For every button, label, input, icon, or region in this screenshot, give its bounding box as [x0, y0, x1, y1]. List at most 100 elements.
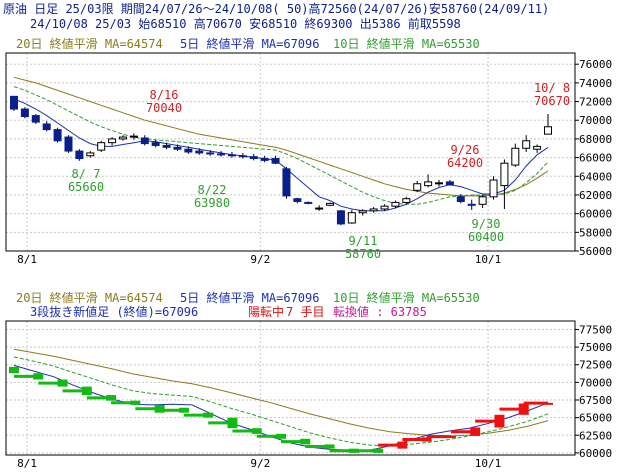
candle-body — [184, 148, 193, 153]
candle-body — [97, 142, 106, 151]
candle-body — [511, 147, 520, 166]
upper-ytick-label: 62000 — [579, 189, 612, 202]
candle-body — [249, 156, 258, 160]
upper-ytick-label: 74000 — [579, 77, 612, 90]
candle-body — [391, 201, 400, 207]
candle-body — [238, 155, 247, 158]
candle-body — [522, 140, 531, 149]
upper-plot-frame — [5, 52, 576, 252]
lower-xtick-label: 9/2 — [250, 457, 270, 470]
upper-xtick-label: 9/2 — [250, 253, 270, 266]
upper-ma10-line — [13, 86, 549, 205]
candle-body — [227, 154, 236, 157]
header-line-2: 24/10/08 25/03 始68510 高70670 安68510 終693… — [30, 17, 461, 31]
plot-background — [0, 34, 624, 475]
candle-body — [64, 136, 73, 152]
annotation-date: 8/22 — [198, 183, 227, 197]
candle-body — [53, 129, 62, 142]
candle-body — [315, 207, 324, 210]
lower-ma20-line — [13, 348, 549, 437]
lower-status: 陽転中 — [248, 304, 284, 319]
upper-ytick-label: 68000 — [579, 133, 612, 146]
candle-body — [500, 162, 509, 187]
candle-body — [358, 210, 367, 214]
lower-ytick-label: 77500 — [579, 323, 612, 336]
lower-legend-ma5: 5日 終値平滑 MA=67096 — [180, 290, 319, 305]
candle-body — [31, 115, 40, 123]
annotation-value: 70670 — [534, 94, 570, 108]
lower-ytick-label: 70000 — [579, 376, 612, 389]
candle-body — [173, 146, 182, 150]
lower-legend-ma20: 20日 終値平滑 MA=64574 — [16, 290, 163, 305]
annotation-date: 9/11 — [349, 234, 378, 248]
lower-ytick-label: 67500 — [579, 394, 612, 407]
upper-ytick-label: 76000 — [579, 58, 612, 71]
lower-ytick-label: 60000 — [579, 447, 612, 460]
candle-body — [478, 196, 487, 205]
candle-body — [413, 183, 422, 191]
candle-body — [217, 153, 226, 156]
candle-body — [75, 150, 84, 160]
candle-body — [304, 201, 313, 204]
lower-ytick-label: 72500 — [579, 359, 612, 372]
annotation-date: 8/ 7 — [72, 167, 101, 181]
lower-count: 7 手目 — [286, 305, 324, 319]
annotation-date: 9/26 — [451, 143, 480, 157]
annotation-value: 64200 — [447, 156, 483, 170]
candle-body — [129, 135, 138, 138]
lower-ytick-label: 75000 — [579, 341, 612, 354]
annotation-date: 10/ 8 — [534, 81, 570, 95]
lower-ma10-line — [13, 356, 549, 447]
candle-body — [467, 203, 476, 206]
annotation-date: 8/16 — [150, 88, 179, 102]
upper-ytick-label: 72000 — [579, 96, 612, 109]
candle-body — [347, 212, 356, 224]
upper-ytick-label: 70000 — [579, 114, 612, 127]
candle-body — [326, 202, 335, 206]
upper-ytick-label: 64000 — [579, 170, 612, 183]
annotation-value: 60400 — [468, 230, 504, 244]
candle-body — [195, 150, 204, 154]
annotation-value: 63980 — [194, 196, 230, 210]
upper-ytick-label: 58000 — [579, 226, 612, 239]
upper-legend-ma10: 10日 終値平滑 MA=65530 — [333, 36, 480, 51]
candle-body — [162, 144, 171, 148]
candle-body — [293, 198, 302, 203]
candle-body — [118, 136, 127, 140]
lower-reversal: 転換値 : 63785 — [333, 304, 427, 319]
lower-method-title: 3段抜き新値足 (終値)=67096 — [30, 304, 198, 319]
header-line-1: 原油 日足 25/03限 期間24/07/26～24/10/08( 50)高72… — [3, 2, 550, 16]
candle-body — [380, 205, 389, 210]
lower-ma5-line — [13, 364, 549, 451]
upper-xtick-label: 8/1 — [17, 253, 37, 266]
lower-legend-ma10: 10日 終値平滑 MA=65530 — [333, 290, 480, 305]
annotation-value: 65660 — [68, 180, 104, 194]
candle-body — [151, 142, 160, 146]
candle-body — [260, 158, 269, 161]
candle-body — [533, 145, 542, 150]
annotation-value: 58760 — [345, 247, 381, 261]
lower-xtick-label: 8/1 — [17, 457, 37, 470]
lower-ytick-label: 65000 — [579, 412, 612, 425]
upper-xtick-label: 10/1 — [475, 253, 502, 266]
candle-body — [140, 137, 149, 145]
upper-legend-ma20: 20日 終値平滑 MA=64574 — [16, 36, 163, 51]
lower-ytick-label: 62500 — [579, 429, 612, 442]
candle-body — [271, 158, 280, 164]
upper-ytick-label: 66000 — [579, 152, 612, 165]
candle-body — [369, 208, 378, 212]
candle-body — [86, 152, 95, 157]
annotation-date: 9/30 — [472, 217, 501, 231]
candle-body — [10, 95, 18, 110]
renko-brick — [9, 366, 19, 374]
lower-plot-frame — [5, 320, 576, 456]
candle-body — [108, 138, 117, 144]
candle-body — [42, 123, 51, 131]
candle-body — [456, 196, 465, 202]
annotation-value: 70040 — [146, 101, 182, 115]
candle-body — [336, 210, 345, 225]
candle-body — [20, 108, 29, 118]
upper-legend-ma5: 5日 終値平滑 MA=67096 — [180, 36, 319, 51]
